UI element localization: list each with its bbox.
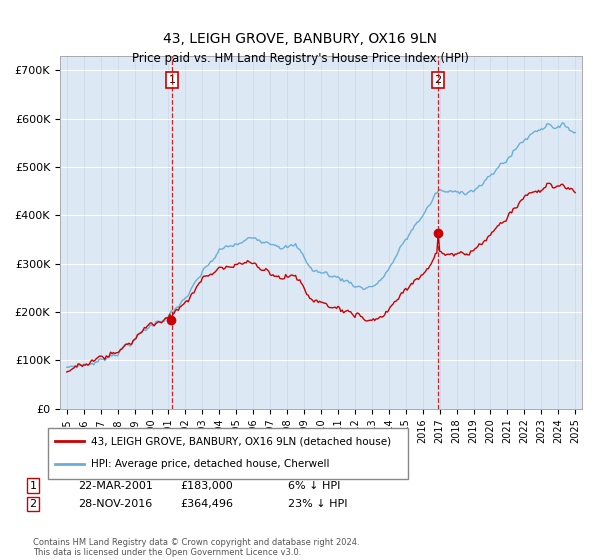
Text: 2: 2 — [29, 499, 37, 509]
Text: Contains HM Land Registry data © Crown copyright and database right 2024.
This d: Contains HM Land Registry data © Crown c… — [33, 538, 359, 557]
Text: 23% ↓ HPI: 23% ↓ HPI — [288, 499, 347, 509]
Text: 28-NOV-2016: 28-NOV-2016 — [78, 499, 152, 509]
Text: 1: 1 — [169, 75, 175, 85]
Text: 22-MAR-2001: 22-MAR-2001 — [78, 480, 153, 491]
Text: 43, LEIGH GROVE, BANBURY, OX16 9LN: 43, LEIGH GROVE, BANBURY, OX16 9LN — [163, 32, 437, 46]
Text: 1: 1 — [29, 480, 37, 491]
Text: 2: 2 — [434, 75, 442, 85]
Text: 43, LEIGH GROVE, BANBURY, OX16 9LN (detached house): 43, LEIGH GROVE, BANBURY, OX16 9LN (deta… — [91, 436, 391, 446]
Text: Price paid vs. HM Land Registry's House Price Index (HPI): Price paid vs. HM Land Registry's House … — [131, 52, 469, 66]
Text: £364,496: £364,496 — [180, 499, 233, 509]
Text: HPI: Average price, detached house, Cherwell: HPI: Average price, detached house, Cher… — [91, 459, 330, 469]
Text: £183,000: £183,000 — [180, 480, 233, 491]
FancyBboxPatch shape — [48, 428, 408, 479]
Text: 6% ↓ HPI: 6% ↓ HPI — [288, 480, 340, 491]
